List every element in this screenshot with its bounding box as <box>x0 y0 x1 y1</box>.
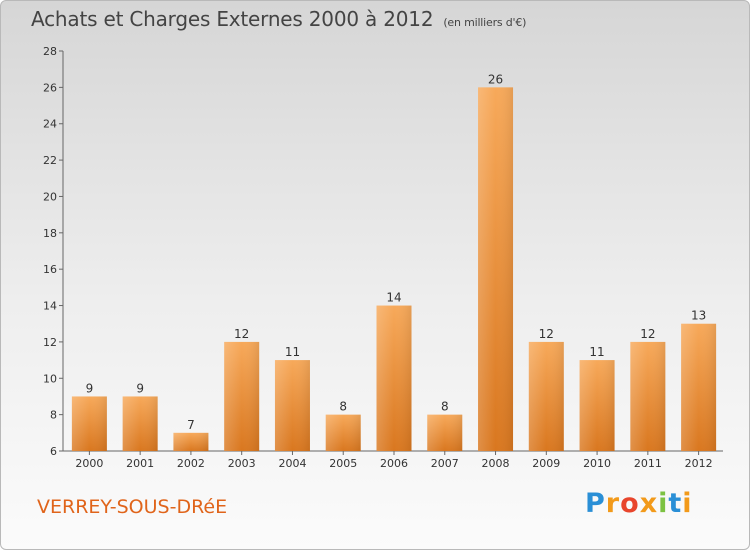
chart-bars <box>71 87 717 451</box>
value-label-2009: 12 <box>539 327 554 341</box>
bar-shade-2000 <box>71 396 107 451</box>
value-label-2007: 8 <box>441 400 449 414</box>
value-label-2010: 11 <box>589 345 604 359</box>
bar-shade-2008 <box>478 87 514 451</box>
bar-shade-2004 <box>274 360 310 451</box>
x-tick-label-2005: 2005 <box>329 457 357 470</box>
y-tick-label: 24 <box>43 118 57 131</box>
chart-labels: 9 2000 9 2001 7 2002 12 2003 11 2004 8 2005 14 2006 8 2… <box>75 72 712 470</box>
title-text: Achats et Charges Externes 2000 à 2012 <box>31 7 434 31</box>
x-tick-label-2003: 2003 <box>228 457 256 470</box>
bar-shade-2001 <box>122 396 158 451</box>
y-tick-label: 16 <box>43 263 57 276</box>
logo-letter: t <box>668 488 683 519</box>
y-tick-label: 28 <box>43 45 57 58</box>
x-tick-label-2002: 2002 <box>177 457 205 470</box>
y-tick-label: 8 <box>50 409 57 422</box>
x-tick-label-2012: 2012 <box>685 457 713 470</box>
logo-letter: r <box>605 488 621 519</box>
bar-shade-2005 <box>325 414 361 451</box>
x-tick-label-2007: 2007 <box>431 457 459 470</box>
proxiti-logo: Proxiti <box>585 488 693 519</box>
x-tick-label-2011: 2011 <box>634 457 662 470</box>
bar-shade-2007 <box>427 414 463 451</box>
value-label-2012: 13 <box>691 309 706 323</box>
bar-shade-2002 <box>173 432 209 451</box>
logo-letter: P <box>585 488 606 519</box>
logo-letter: x <box>639 488 659 519</box>
bar-shade-2006 <box>376 305 412 451</box>
bar-shade-2010 <box>579 360 615 451</box>
city-name: VERREY-SOUS-DRéE <box>37 496 228 518</box>
logo-letter: o <box>620 488 640 519</box>
x-tick-label-2006: 2006 <box>380 457 408 470</box>
y-tick-label: 14 <box>43 300 57 313</box>
value-label-2011: 12 <box>640 327 655 341</box>
bar-shade-2003 <box>224 341 260 451</box>
y-tick-label: 12 <box>43 336 57 349</box>
x-tick-label-2001: 2001 <box>126 457 154 470</box>
y-tick-label: 10 <box>43 372 57 385</box>
chart-title: Achats et Charges Externes 2000 à 2012 (e… <box>31 7 526 31</box>
value-label-2002: 7 <box>187 418 195 432</box>
bar-shade-2011 <box>630 341 666 451</box>
x-tick-label-2008: 2008 <box>482 457 510 470</box>
x-tick-label-2009: 2009 <box>532 457 560 470</box>
x-tick-label-2000: 2000 <box>75 457 103 470</box>
value-label-2008: 26 <box>488 72 503 86</box>
y-tick-label: 18 <box>43 227 57 240</box>
logo-letter: i <box>682 488 693 519</box>
value-label-2004: 11 <box>285 345 300 359</box>
value-label-2006: 14 <box>386 291 401 305</box>
x-tick-label-2010: 2010 <box>583 457 611 470</box>
chart-subtitle: (en milliers d'€) <box>443 16 527 29</box>
x-tick-label-2004: 2004 <box>278 457 306 470</box>
value-label-2001: 9 <box>136 381 144 395</box>
y-tick-label: 26 <box>43 81 57 94</box>
value-label-2005: 8 <box>339 400 347 414</box>
logo-letter: i <box>658 488 669 519</box>
value-label-2000: 9 <box>86 381 94 395</box>
y-tick-label: 22 <box>43 154 57 167</box>
bar-shade-2012 <box>681 323 717 451</box>
bar-shade-2009 <box>528 341 564 451</box>
y-tick-label: 20 <box>43 190 57 203</box>
y-tick-label: 6 <box>50 445 57 458</box>
value-label-2003: 12 <box>234 327 249 341</box>
